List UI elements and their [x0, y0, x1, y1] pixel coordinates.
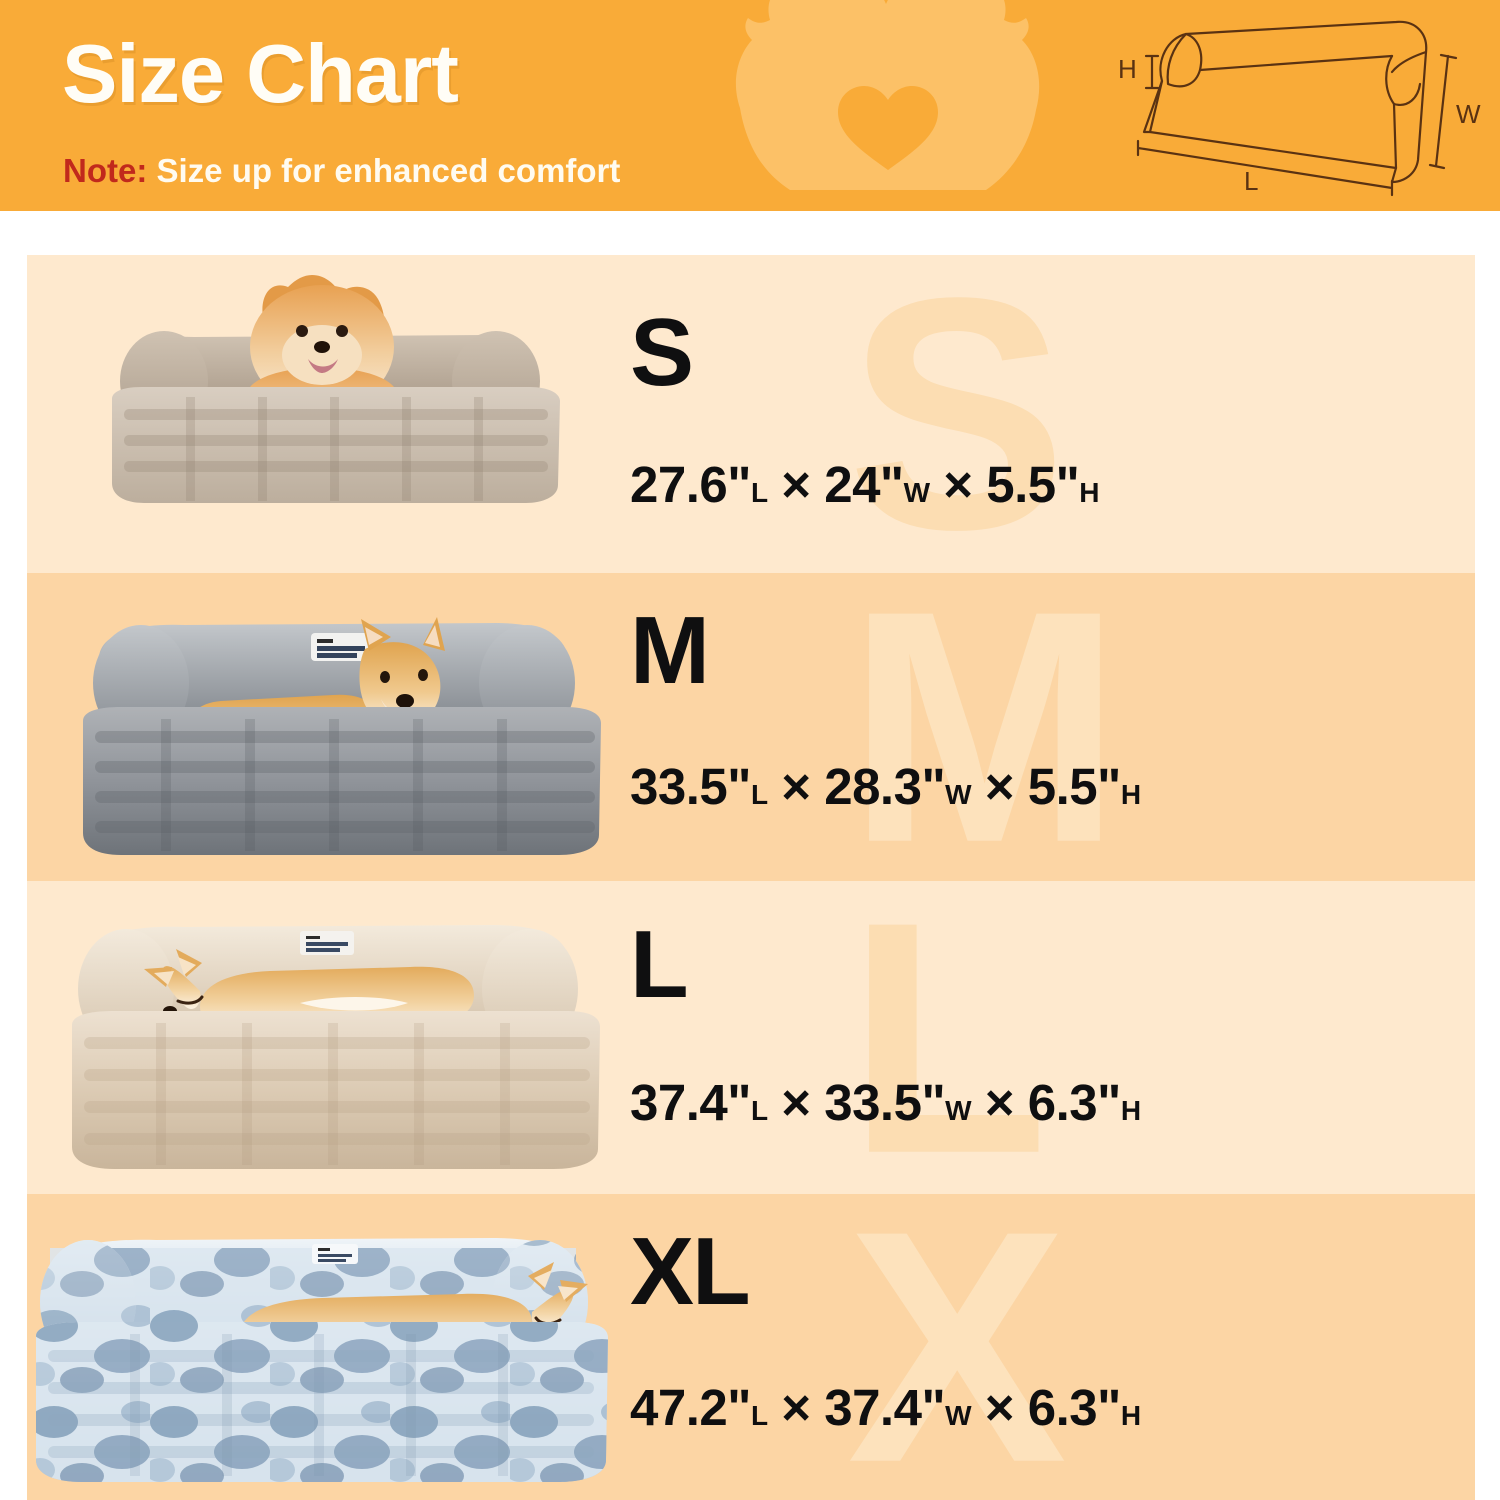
size-row-l: L: [27, 881, 1475, 1194]
length-unit-s: L: [750, 477, 768, 508]
width-value-s: 24": [824, 456, 904, 513]
height-value-xl: 6.3": [1027, 1379, 1122, 1436]
header-banner: Size Chart Note: Size up for enhanced co…: [0, 0, 1500, 211]
size-letter-xl: XL: [630, 1218, 751, 1325]
width-value-m: 28.3": [824, 758, 946, 815]
length-unit-l: L: [750, 1095, 768, 1126]
multiplier-2-m: ×: [984, 758, 1015, 815]
diagram-label-l: L: [1244, 166, 1258, 196]
length-unit-m: L: [750, 779, 768, 810]
brand-tag-xlarge: [312, 1244, 358, 1264]
width-unit-s: W: [903, 477, 930, 508]
diagram-label-w: W: [1456, 99, 1481, 129]
size-row-xl: X: [27, 1194, 1475, 1500]
height-unit-xl: H: [1120, 1400, 1141, 1431]
multiplier-1-xl: ×: [781, 1379, 811, 1436]
size-letter-s: S: [630, 299, 694, 406]
product-image-large-bed: [60, 891, 600, 1187]
width-unit-l: W: [945, 1095, 972, 1126]
brand-tag-large: [300, 931, 354, 955]
multiplier-1-l: ×: [781, 1074, 811, 1131]
length-value-xl: 47.2": [630, 1379, 751, 1436]
height-unit-m: H: [1120, 779, 1141, 810]
multiplier-1-m: ×: [781, 758, 811, 815]
length-value-l: 37.4": [630, 1074, 751, 1131]
multiplier-2-s: ×: [943, 456, 973, 513]
size-dimensions-m: 33.5"L × 28.3"W × 5.5"H: [630, 761, 1141, 812]
page-title: Size Chart: [62, 27, 459, 120]
size-info-s: S 27.6"L × 24"W × 5.5"H: [630, 299, 1100, 513]
height-value-m: 5.5": [1027, 758, 1122, 815]
size-info-l: L 37.4"L × 33.5"W × 6.3"H: [630, 911, 1141, 1129]
size-row-s: S: [27, 255, 1475, 573]
size-dimensions-l: 37.4"L × 33.5"W × 6.3"H: [630, 1077, 1141, 1128]
size-dimensions-s: 27.6"L × 24"W × 5.5"H: [630, 456, 1100, 513]
product-image-medium-bed: [65, 579, 605, 875]
width-value-xl: 37.4": [824, 1379, 946, 1436]
length-value-s: 27.6": [630, 456, 751, 513]
fluffy-heart-silhouette-icon: [700, 0, 1080, 211]
size-chart-panel: S: [27, 255, 1475, 1500]
size-letter-m: M: [630, 597, 710, 704]
width-unit-xl: W: [945, 1400, 972, 1431]
size-info-xl: XL 47.2"L × 37.4"W × 6.3"H: [630, 1218, 1141, 1434]
height-value-l: 6.3": [1027, 1074, 1122, 1131]
brand-tag-medium: [311, 633, 373, 661]
height-value-s: 5.5": [986, 456, 1080, 513]
length-value-m: 33.5": [630, 758, 751, 815]
length-unit-xl: L: [750, 1400, 768, 1431]
height-unit-l: H: [1120, 1095, 1141, 1126]
width-unit-m: W: [945, 779, 972, 810]
product-image-xlarge-bed: [30, 1208, 610, 1498]
height-unit-s: H: [1079, 477, 1100, 508]
size-row-m: M: [27, 573, 1475, 881]
bolster-bed-dimension-diagram: H W L: [1096, 8, 1492, 208]
multiplier-2-xl: ×: [984, 1379, 1015, 1436]
multiplier-2-l: ×: [984, 1074, 1015, 1131]
note-label: Note:: [63, 152, 148, 189]
size-letter-l: L: [630, 911, 689, 1018]
note-text: Size up for enhanced comfort: [156, 152, 621, 189]
multiplier-1-s: ×: [781, 456, 811, 513]
size-info-m: M 33.5"L × 28.3"W × 5.5"H: [630, 597, 1141, 813]
size-dimensions-xl: 47.2"L × 37.4"W × 6.3"H: [630, 1382, 1141, 1433]
product-image-small-bed: [90, 269, 582, 549]
note-line: Note: Size up for enhanced comfort: [63, 152, 620, 190]
diagram-label-h: H: [1118, 54, 1137, 84]
width-value-l: 33.5": [824, 1074, 946, 1131]
